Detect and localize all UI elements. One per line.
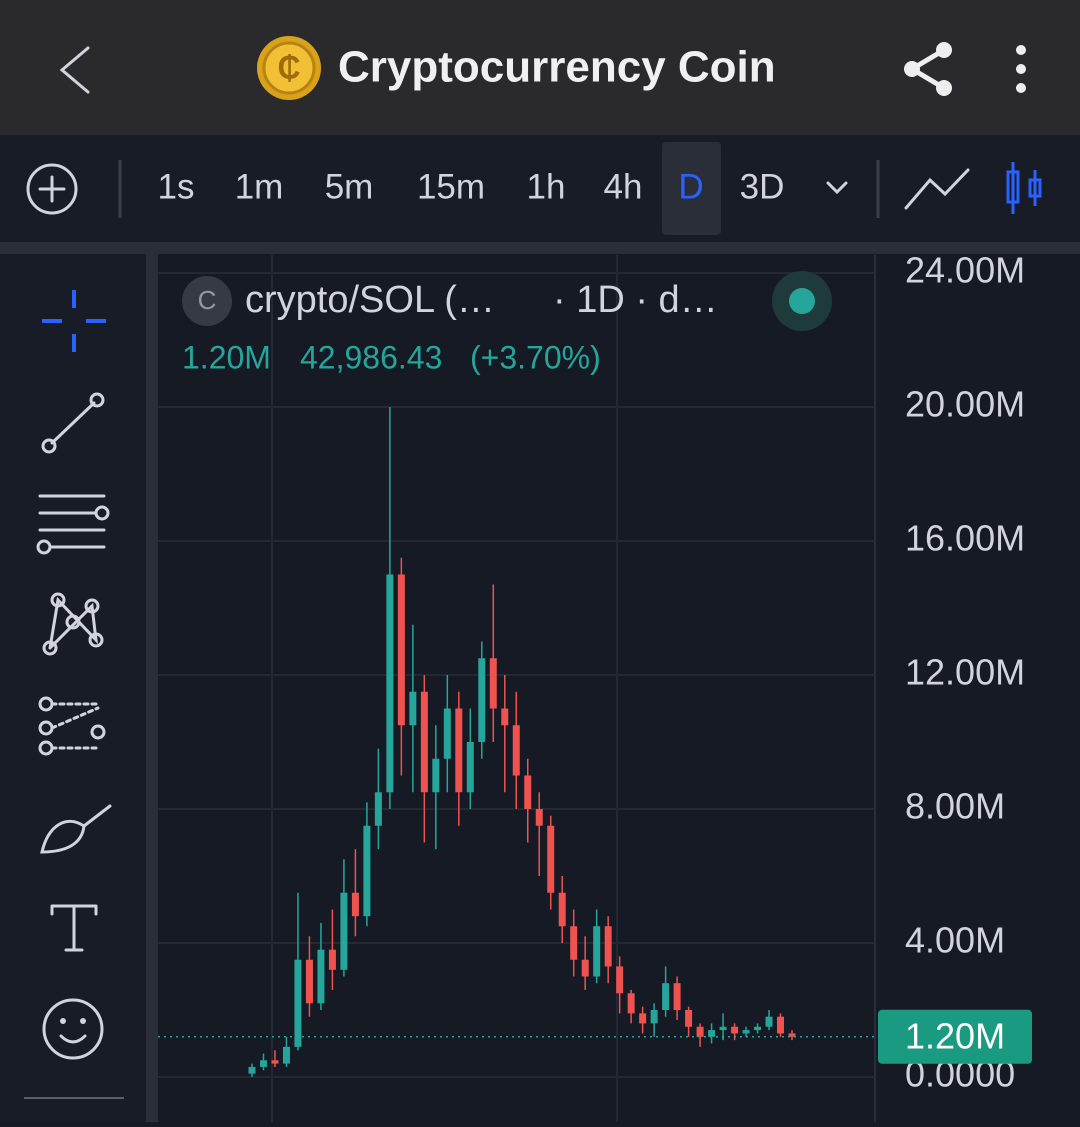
candle-body bbox=[271, 1060, 279, 1064]
candle-body bbox=[765, 1016, 773, 1027]
candle-body bbox=[397, 574, 405, 726]
interval-dropdown[interactable] bbox=[826, 181, 848, 195]
candle-body bbox=[259, 1060, 267, 1067]
crosshair-tool[interactable] bbox=[42, 290, 106, 352]
candle-body bbox=[363, 825, 371, 917]
candle-body bbox=[570, 926, 578, 960]
candle-body bbox=[535, 809, 543, 826]
candle-body bbox=[547, 825, 555, 893]
candle-body bbox=[696, 1026, 704, 1037]
y-tick-label: 24.00M bbox=[905, 250, 1025, 291]
candle-body bbox=[432, 758, 440, 793]
y-tick-label: 16.00M bbox=[905, 518, 1025, 559]
candle-body bbox=[662, 983, 670, 1010]
trendline-tool[interactable] bbox=[41, 392, 105, 454]
y-tick-label: 8.00M bbox=[905, 786, 1005, 827]
candle-body bbox=[305, 959, 313, 1004]
y-tick-label: 20.00M bbox=[905, 384, 1025, 425]
brush-tool[interactable] bbox=[40, 804, 112, 854]
candle-body bbox=[754, 1026, 762, 1031]
interval-button[interactable]: D bbox=[678, 167, 703, 206]
candle-body bbox=[317, 949, 325, 1004]
y-tick-label: 4.00M bbox=[905, 920, 1005, 961]
symbol-badge: C bbox=[198, 285, 217, 315]
status-dot bbox=[789, 288, 815, 314]
candle-body bbox=[673, 983, 681, 1010]
candle-body bbox=[386, 574, 394, 793]
interval-button[interactable]: 1m bbox=[235, 167, 284, 206]
emoji-tool[interactable] bbox=[42, 998, 104, 1060]
interval-button[interactable]: 4h bbox=[604, 167, 643, 206]
interval-toolbar bbox=[0, 135, 1080, 242]
candle-body bbox=[685, 1010, 693, 1027]
candle-body bbox=[627, 993, 635, 1014]
last-price-label: 1.20M bbox=[905, 1015, 1005, 1056]
y-tick-label: 12.00M bbox=[905, 652, 1025, 693]
share-button[interactable] bbox=[904, 42, 952, 96]
interval-button[interactable]: 1s bbox=[158, 167, 195, 206]
last-price-box bbox=[878, 1009, 1032, 1064]
candle-body bbox=[719, 1026, 727, 1031]
candle-body bbox=[731, 1026, 739, 1034]
candle-body bbox=[351, 892, 359, 917]
candle-body bbox=[455, 708, 463, 793]
symbol-name[interactable]: crypto/SOL (… bbox=[245, 279, 495, 321]
candle-body bbox=[248, 1066, 256, 1074]
candle-body bbox=[340, 892, 348, 970]
candle-body bbox=[489, 658, 497, 709]
candle-body bbox=[294, 959, 302, 1047]
candle-body bbox=[581, 959, 589, 977]
interval-button[interactable]: 15m bbox=[417, 167, 485, 206]
line-chart-button[interactable] bbox=[904, 168, 970, 210]
interval-group: 1s 1m 5m 15m 1h 4h D 3D bbox=[158, 142, 785, 235]
prediction-tool[interactable] bbox=[38, 696, 106, 756]
legend-change: (+3.70%) bbox=[470, 339, 601, 375]
chart-legend: C crypto/SOL (… · 1D · d… 1.20M 42,986.4… bbox=[182, 271, 832, 375]
text-tool[interactable] bbox=[50, 904, 98, 952]
fib-tool[interactable] bbox=[36, 494, 110, 555]
add-button[interactable] bbox=[26, 163, 78, 215]
header-bar bbox=[0, 0, 1080, 135]
legend-volume: 1.20M bbox=[182, 339, 271, 375]
candle-body bbox=[604, 926, 612, 967]
legend-price: 42,986.43 bbox=[300, 339, 442, 375]
candle-body bbox=[777, 1016, 785, 1034]
candle-body bbox=[639, 1013, 647, 1024]
candle-body bbox=[420, 691, 428, 793]
candle-body bbox=[650, 1010, 658, 1024]
candle-body bbox=[374, 792, 382, 826]
candle-body bbox=[788, 1033, 796, 1037]
divider bbox=[146, 254, 158, 1122]
candle-body bbox=[466, 742, 474, 793]
divider bbox=[0, 242, 1080, 254]
coin-icon: ₵ bbox=[257, 36, 321, 100]
candle-body bbox=[282, 1046, 290, 1064]
candle-body bbox=[501, 708, 509, 726]
interval-button[interactable]: 3D bbox=[740, 167, 785, 206]
candle-body bbox=[742, 1030, 750, 1034]
candle-body bbox=[328, 949, 336, 970]
candle-body bbox=[616, 966, 624, 994]
svg-text:₵: ₵ bbox=[277, 49, 300, 85]
more-button[interactable] bbox=[1016, 45, 1026, 93]
candle-chart-button[interactable] bbox=[1006, 162, 1042, 214]
active-interval-bg bbox=[662, 142, 721, 235]
pattern-tool[interactable] bbox=[42, 592, 104, 656]
candle-body bbox=[409, 691, 417, 726]
interval-button[interactable]: 1h bbox=[527, 167, 566, 206]
candle-body bbox=[708, 1030, 716, 1037]
page-title: Cryptocurrency Coin bbox=[338, 43, 776, 92]
candle-body bbox=[593, 926, 601, 977]
candle-body bbox=[524, 775, 532, 809]
candle-body bbox=[558, 892, 566, 927]
drawing-toolbar bbox=[0, 254, 146, 1122]
candle-body bbox=[512, 725, 520, 776]
interval-button[interactable]: 5m bbox=[325, 167, 374, 206]
symbol-interval: · 1D · d… bbox=[553, 279, 718, 321]
candle-body bbox=[443, 708, 451, 759]
chart: 0.00004.00M8.00M12.00M16.00M20.00M24.00M… bbox=[158, 250, 1032, 1122]
back-button[interactable] bbox=[59, 46, 90, 94]
candle-body bbox=[478, 658, 486, 742]
